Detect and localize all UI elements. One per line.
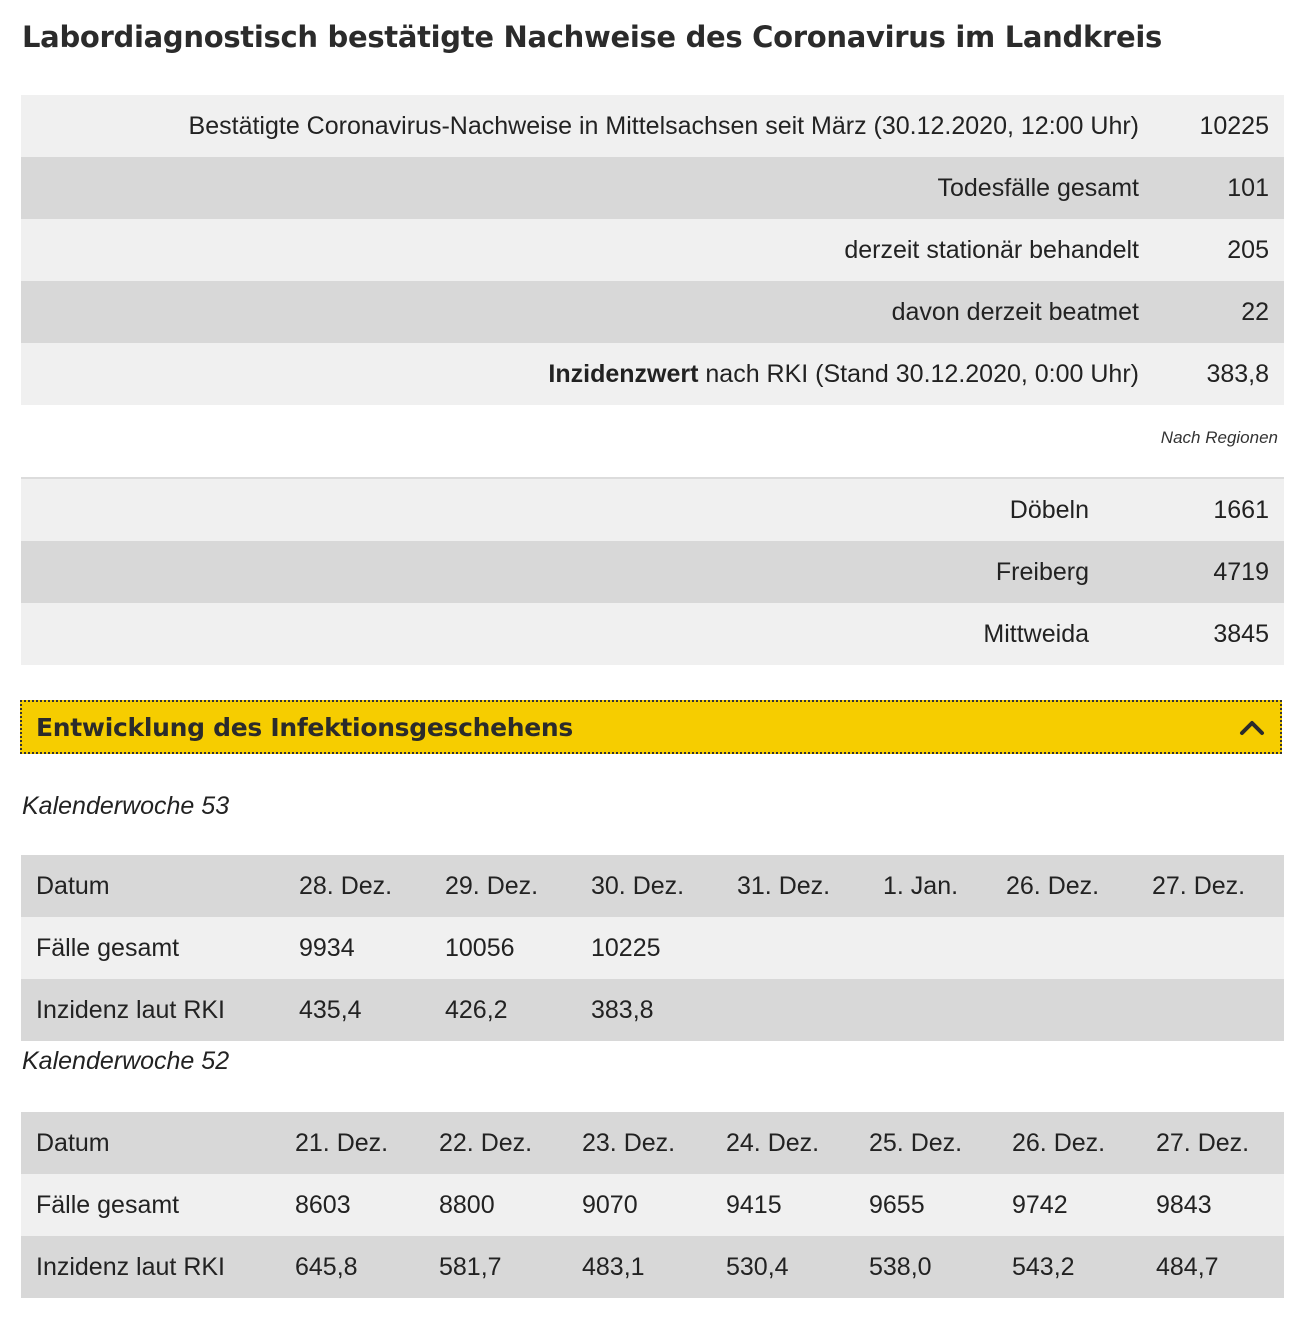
value-cell: 484,7 — [1156, 1252, 1219, 1281]
date-cell: 30. Dez. — [591, 871, 685, 900]
table-row: Inzidenz laut RKI 645,8 581,7 483,1 530,… — [21, 1236, 1284, 1298]
date-cell: 26. Dez. — [1006, 871, 1100, 900]
accordion-title: Entwicklung des Infektionsgeschehens — [36, 712, 574, 742]
summary-row-hospitalized: derzeit stationär behandelt 205 — [21, 219, 1284, 281]
date-cell: 27. Dez. — [1152, 871, 1246, 900]
row-label: Fälle gesamt — [36, 933, 180, 962]
value-cell: 538,0 — [869, 1252, 932, 1281]
value-cell: 9070 — [582, 1190, 638, 1219]
summary-label: Todesfälle gesamt — [937, 173, 1139, 202]
value-cell — [991, 979, 1137, 1041]
header-cell: Datum — [36, 871, 110, 900]
summary-value: 205 — [1227, 235, 1269, 264]
row-label: Fälle gesamt — [36, 1190, 180, 1219]
date-cell: 26. Dez. — [1012, 1128, 1106, 1157]
summary-value: 383,8 — [1206, 359, 1269, 388]
week-table-52: Datum 21. Dez. 22. Dez. 23. Dez. 24. Dez… — [21, 1112, 1284, 1298]
week-caption-52: Kalenderwoche 52 — [22, 1047, 230, 1075]
date-cell: 24. Dez. — [726, 1128, 820, 1157]
table-header-row: Datum 28. Dez. 29. Dez. 30. Dez. 31. Dez… — [21, 855, 1284, 917]
summary-row-ventilated: davon derzeit beatmet 22 — [21, 281, 1284, 343]
summary-table: Bestätigte Coronavirus-Nachweise in Mitt… — [21, 95, 1284, 405]
table-row: Fälle gesamt 8603 8800 9070 9415 9655 97… — [21, 1174, 1284, 1236]
summary-value: 22 — [1241, 297, 1269, 326]
value-cell: 426,2 — [445, 995, 508, 1024]
region-label: Freiberg — [995, 557, 1089, 586]
regions-caption: Nach Regionen — [1160, 428, 1278, 447]
value-cell: 9742 — [1012, 1190, 1068, 1219]
date-cell: 22. Dez. — [439, 1128, 533, 1157]
date-cell: 21. Dez. — [295, 1128, 389, 1157]
table-header-row: Datum 21. Dez. 22. Dez. 23. Dez. 24. Dez… — [21, 1112, 1284, 1174]
value-cell — [868, 979, 991, 1041]
summary-row-total: Bestätigte Coronavirus-Nachweise in Mitt… — [21, 95, 1284, 157]
region-label: Döbeln — [1009, 495, 1089, 524]
date-cell: 28. Dez. — [299, 871, 393, 900]
value-cell: 9655 — [869, 1190, 925, 1219]
table-row: Fälle gesamt 9934 10056 10225 — [21, 917, 1284, 979]
row-label: Inzidenz laut RKI — [36, 1252, 225, 1281]
date-cell: 25. Dez. — [869, 1128, 963, 1157]
date-cell: 31. Dez. — [737, 871, 831, 900]
summary-label: Bestätigte Coronavirus-Nachweise in Mitt… — [188, 111, 1139, 140]
region-label: Mittweida — [983, 619, 1089, 648]
week-caption-53: Kalenderwoche 53 — [22, 792, 230, 820]
table-row: Inzidenz laut RKI 435,4 426,2 383,8 — [21, 979, 1284, 1041]
region-row: Döbeln 1661 — [21, 479, 1284, 541]
value-cell: 10225 — [591, 933, 661, 962]
page-title: Labordiagnostisch bestätigte Nachweise d… — [22, 20, 1162, 54]
value-cell: 483,1 — [582, 1252, 645, 1281]
value-cell — [722, 917, 868, 979]
summary-label: derzeit stationär behandelt — [844, 235, 1139, 264]
value-cell: 435,4 — [299, 995, 362, 1024]
value-cell: 9934 — [299, 933, 355, 962]
summary-label: Inzidenzwert nach RKI (Stand 30.12.2020,… — [21, 360, 1167, 389]
value-cell: 543,2 — [1012, 1252, 1075, 1281]
summary-label-rest: nach RKI (Stand 30.12.2020, 0:00 Uhr) — [698, 359, 1139, 388]
header-cell: Datum — [36, 1128, 110, 1157]
summary-value: 10225 — [1199, 111, 1269, 140]
value-cell: 581,7 — [439, 1252, 502, 1281]
value-cell: 383,8 — [591, 995, 654, 1024]
summary-row-deaths: Todesfälle gesamt 101 — [21, 157, 1284, 219]
summary-row-incidence: Inzidenzwert nach RKI (Stand 30.12.2020,… — [21, 343, 1284, 405]
summary-value: 101 — [1227, 173, 1269, 202]
value-cell: 10056 — [445, 933, 515, 962]
chevron-up-icon — [1240, 721, 1264, 735]
week-table-53: Datum 28. Dez. 29. Dez. 30. Dez. 31. Dez… — [21, 855, 1284, 1041]
value-cell: 8800 — [439, 1190, 495, 1219]
regions-table: Döbeln 1661 Freiberg 4719 Mittweida 3845 — [21, 477, 1284, 665]
value-cell — [991, 917, 1137, 979]
value-cell: 530,4 — [726, 1252, 789, 1281]
region-row: Freiberg 4719 — [21, 541, 1284, 603]
date-cell: 29. Dez. — [445, 871, 539, 900]
value-cell — [722, 979, 868, 1041]
row-label: Inzidenz laut RKI — [36, 995, 225, 1024]
date-cell: 27. Dez. — [1156, 1128, 1250, 1157]
region-value: 1661 — [1213, 495, 1269, 524]
summary-label: davon derzeit beatmet — [891, 297, 1139, 326]
date-cell: 23. Dez. — [582, 1128, 676, 1157]
region-row: Mittweida 3845 — [21, 603, 1284, 665]
accordion-toggle-infection-development[interactable]: Entwicklung des Infektionsgeschehens — [20, 700, 1282, 754]
region-value: 4719 — [1213, 557, 1269, 586]
summary-label-bold: Inzidenzwert — [548, 359, 699, 388]
value-cell — [1137, 979, 1284, 1041]
date-cell: 1. Jan. — [883, 871, 959, 900]
value-cell: 645,8 — [295, 1252, 358, 1281]
value-cell: 8603 — [295, 1190, 351, 1219]
value-cell — [868, 917, 991, 979]
value-cell: 9415 — [726, 1190, 782, 1219]
value-cell — [1137, 917, 1284, 979]
value-cell: 9843 — [1156, 1190, 1212, 1219]
region-value: 3845 — [1213, 619, 1269, 648]
